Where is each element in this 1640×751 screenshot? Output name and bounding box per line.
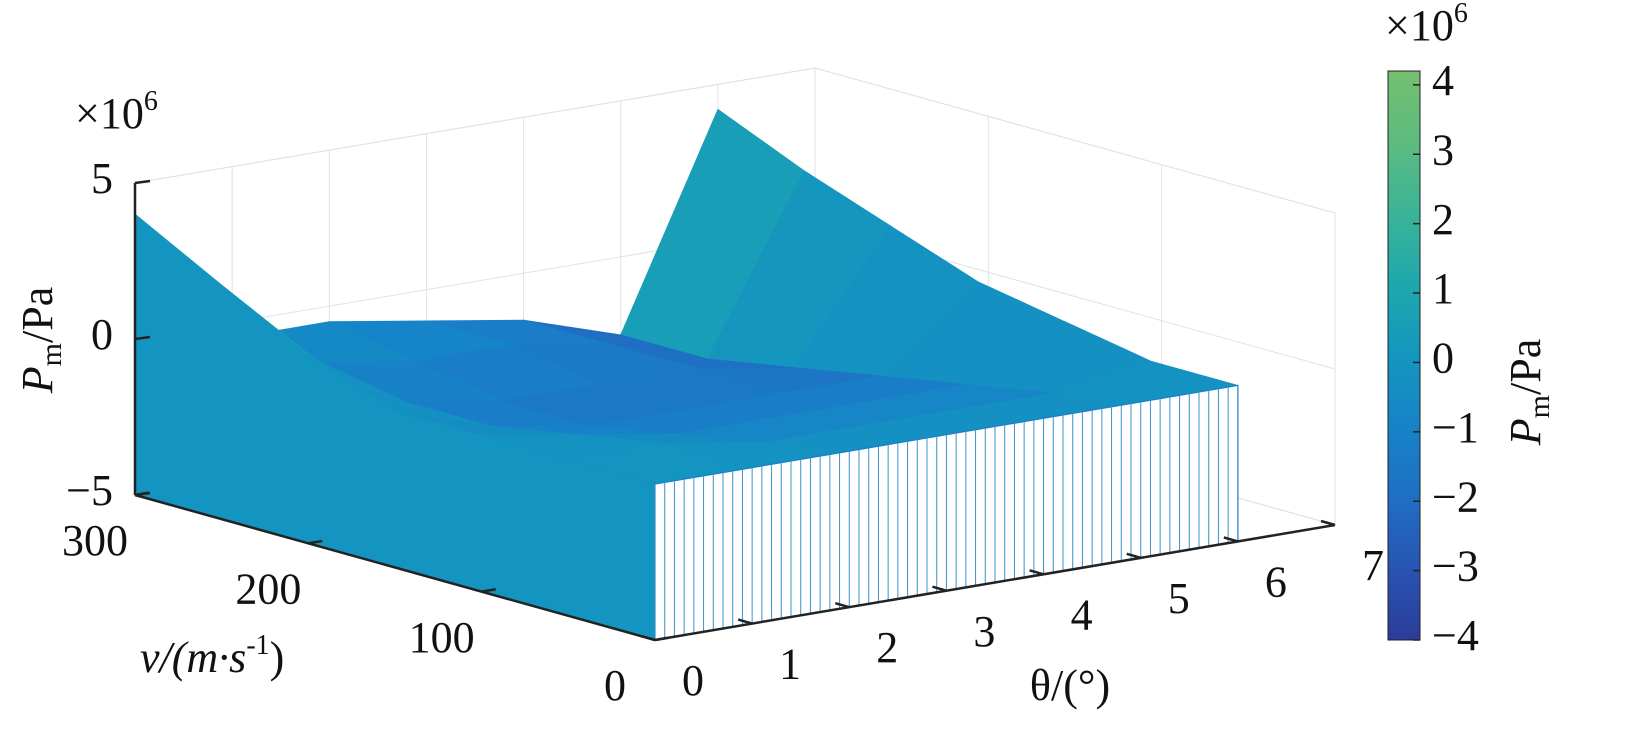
y-axis-label: v/(m·s-1) (140, 630, 284, 682)
label-text: v/(m·s (140, 633, 246, 682)
grid-line (134, 67, 1336, 214)
curtain-stripes (654, 387, 1229, 640)
z-tick (134, 179, 151, 185)
x-tick (1320, 519, 1336, 527)
z-exponent: ×106 (75, 86, 158, 138)
z-tick-label: 5 (91, 154, 113, 203)
x-tick-label: 3 (973, 607, 995, 656)
z-axis-label: Pm/Pa (13, 287, 68, 394)
colorbar-tick-label: 3 (1432, 125, 1454, 174)
colorbar-exponent: ×106 (1385, 0, 1468, 50)
colorbar-tick-label: 1 (1432, 264, 1454, 313)
x-tick-label: 4 (1071, 590, 1093, 639)
y-tick-label: 300 (62, 516, 128, 565)
colorbar (1387, 70, 1421, 641)
x-axis-label: θ/(°) (1030, 661, 1110, 710)
exponent-power: 6 (1454, 0, 1468, 29)
y-tick (654, 636, 670, 642)
x-tick (737, 618, 753, 625)
x-tick-label: 5 (1168, 574, 1190, 623)
side-curtain (567, 459, 656, 641)
x-tick-label: 0 (682, 656, 704, 705)
y-tick-label: 0 (604, 661, 626, 710)
side-curtain (394, 410, 483, 593)
x-tick (1223, 536, 1239, 543)
label-close: ) (270, 633, 285, 682)
z-tick (134, 335, 151, 341)
x-tick (1029, 569, 1044, 576)
z-tick-label: −5 (66, 466, 113, 515)
label-subscript: m (1523, 395, 1556, 418)
colorbar-tick-label: 2 (1432, 195, 1454, 244)
z-tick-label: 0 (91, 310, 113, 359)
y-tick-label: 100 (409, 613, 475, 662)
y-tick (134, 491, 150, 497)
label-unit: /Pa (1501, 339, 1550, 395)
colorbar-tick-label: −4 (1432, 611, 1479, 660)
x-tick-label: 2 (876, 623, 898, 672)
colorbar-tick-label: 0 (1432, 334, 1454, 383)
label-superscript: -1 (246, 630, 269, 661)
colorbar-label: Pm/Pa (1501, 339, 1556, 446)
x-tick (932, 585, 947, 592)
x-tick-label: 7 (1362, 541, 1384, 590)
exponent-power: 6 (144, 86, 158, 117)
x-tick-label: 6 (1265, 558, 1287, 607)
exponent-base: ×10 (75, 89, 144, 138)
y-tick (308, 539, 323, 545)
exponent-base: ×10 (1385, 1, 1454, 50)
x-tick (1126, 552, 1142, 560)
colorbar-tick-label: 4 (1432, 56, 1454, 105)
label-symbol: P (1501, 418, 1550, 446)
x-tick (834, 601, 850, 609)
colorbar-tick-label: −1 (1432, 403, 1479, 452)
y-tick-label: 200 (235, 564, 301, 613)
y-axis (134, 493, 656, 642)
x-tick (640, 634, 656, 642)
colorbar-tick-label: −3 (1432, 542, 1479, 591)
x-tick-label: 1 (779, 640, 801, 689)
y-tick (481, 588, 496, 593)
label-subscript: m (35, 343, 68, 366)
x-axis (654, 523, 1336, 642)
label-unit: /Pa (13, 287, 62, 343)
label-symbol: P (13, 366, 62, 394)
colorbar-tick-label: −2 (1432, 472, 1479, 521)
